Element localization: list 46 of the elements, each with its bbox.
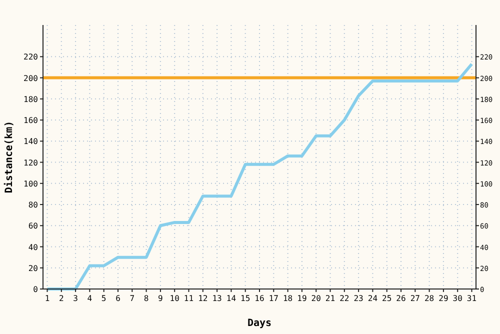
x-tick-label: 8 (144, 294, 149, 303)
y-tick-label: 120 (24, 158, 38, 168)
x-tick-label: 29 (438, 294, 448, 303)
y-tick-label: 220 (24, 52, 38, 62)
x-tick-label: 15 (240, 294, 250, 303)
x-tick-label: 5 (101, 294, 106, 303)
x-tick-label: 13 (212, 294, 222, 303)
x-tick-label: 22 (340, 294, 350, 303)
x-tick-label: 17 (268, 294, 279, 303)
y-tick-label: 40 (28, 242, 38, 252)
x-tick-label: 14 (226, 294, 236, 303)
x-tick-label: 24 (368, 294, 378, 303)
y-tick-label: 200 (24, 74, 38, 83)
x-tick-label: 12 (198, 294, 208, 303)
x-tick-label: 19 (297, 294, 307, 303)
x-tick-label: 3 (73, 294, 78, 303)
x-tick-label: 27 (410, 294, 420, 303)
x-tick-label: 31 (466, 294, 477, 303)
y-tick-label: 20 (28, 264, 38, 273)
y-tick-label: 80 (28, 200, 38, 210)
x-tick-label: 26 (396, 294, 406, 303)
y-tick-label: 180 (24, 94, 38, 104)
x-tick-label: 7 (130, 294, 135, 303)
x-tick-label: 4 (87, 294, 92, 303)
x-tick-label: 30 (452, 294, 463, 303)
x-tick-label: 10 (170, 294, 180, 303)
x-tick-label: 25 (382, 294, 392, 303)
x-axis-title: Days (247, 318, 272, 329)
x-tick-label: 1 (44, 294, 50, 303)
y-tick-label: 160 (24, 116, 38, 126)
x-tick-label: 28 (424, 294, 434, 303)
x-tick-label: 6 (116, 294, 121, 303)
y-tick-label: 60 (28, 222, 38, 231)
x-tick-label: 23 (354, 294, 364, 303)
x-tick-label: 9 (158, 294, 164, 303)
x-tick-label: 16 (254, 294, 264, 303)
x-tick-label: 2 (58, 294, 64, 303)
x-tick-label: 18 (282, 294, 293, 303)
x-tick-label: 20 (311, 294, 322, 303)
y-axis-title: Distance(km) (3, 120, 15, 194)
y-tick-label: 0 (33, 285, 38, 294)
x-tick-label: 11 (184, 294, 194, 303)
x-tick-label: 21 (325, 294, 336, 303)
y-tick-label: 140 (24, 137, 38, 146)
y-tick-label: 100 (24, 179, 38, 188)
line-series (46, 62, 474, 290)
